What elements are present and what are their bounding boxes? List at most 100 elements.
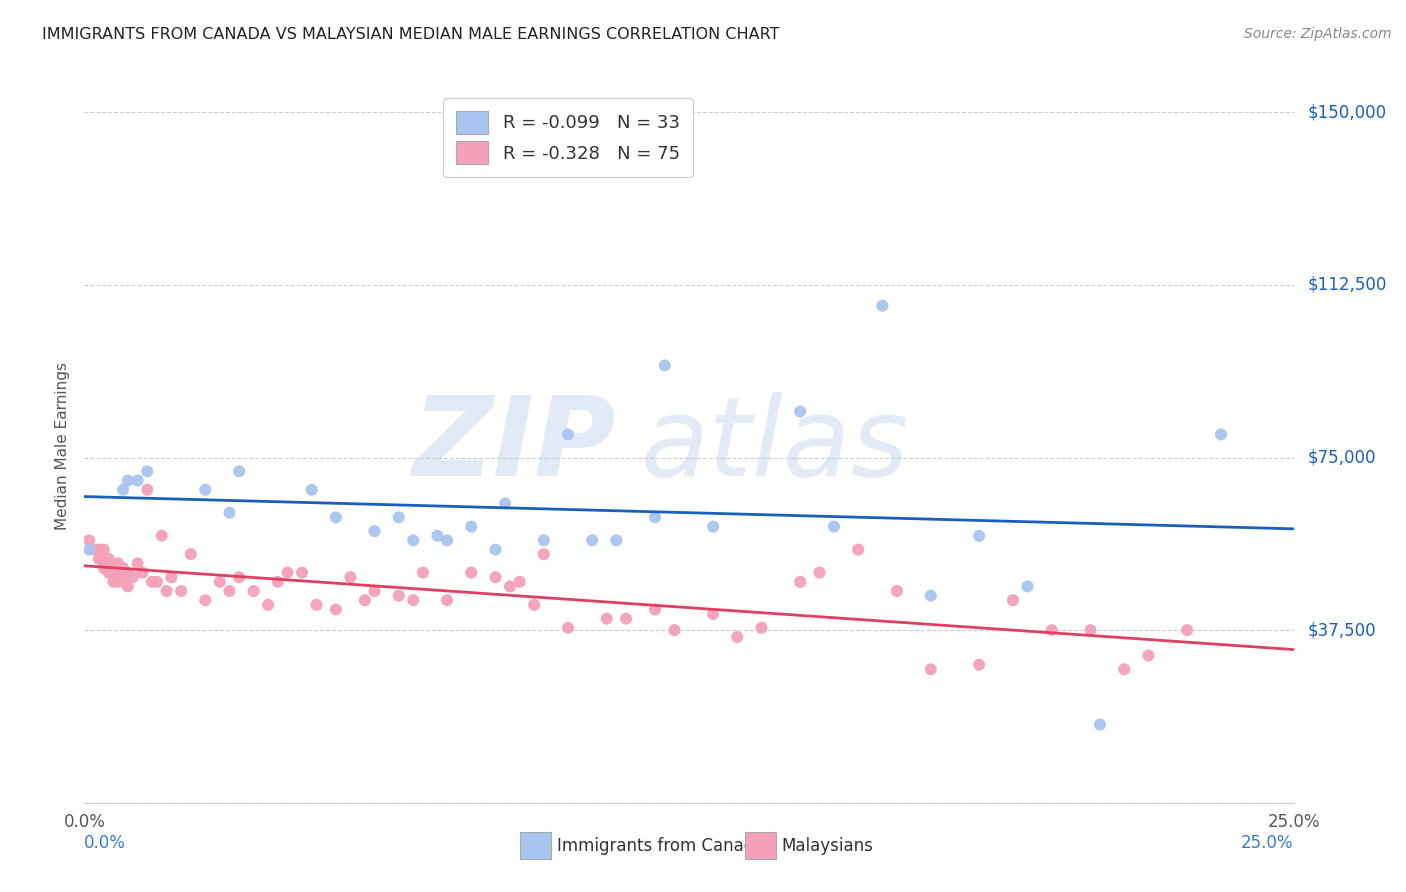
Point: [725, 630, 748, 644]
Point: [920, 589, 942, 603]
Point: [155, 584, 177, 599]
Point: [557, 427, 579, 442]
Point: [301, 483, 323, 497]
Point: [967, 529, 990, 543]
Point: [751, 621, 773, 635]
Point: [276, 566, 298, 580]
Point: [605, 533, 627, 548]
Y-axis label: Median Male Earnings: Median Male Earnings: [55, 362, 70, 530]
Point: [218, 584, 240, 599]
Text: 25.0%: 25.0%: [1241, 834, 1294, 852]
Point: [363, 584, 385, 599]
Point: [77, 542, 100, 557]
Point: [93, 542, 115, 557]
Point: [208, 574, 231, 589]
Point: [1114, 662, 1136, 676]
Point: [460, 519, 482, 533]
Point: [127, 557, 149, 571]
Point: [107, 574, 129, 589]
Point: [499, 579, 522, 593]
Point: [228, 570, 250, 584]
Point: [1040, 623, 1063, 637]
Point: [228, 464, 250, 478]
Point: [242, 584, 264, 599]
Point: [808, 566, 831, 580]
Point: [436, 593, 458, 607]
Point: [117, 579, 139, 593]
Point: [1001, 593, 1024, 607]
Text: Malaysians: Malaysians: [782, 837, 873, 855]
Point: [1137, 648, 1160, 663]
Text: $75,000: $75,000: [1308, 449, 1376, 467]
Legend: R = -0.099   N = 33, R = -0.328   N = 75: R = -0.099 N = 33, R = -0.328 N = 75: [443, 98, 693, 178]
Point: [87, 551, 110, 566]
Point: [789, 404, 811, 418]
Point: [305, 598, 328, 612]
Text: atlas: atlas: [641, 392, 910, 500]
Point: [87, 542, 110, 557]
Point: [920, 662, 942, 676]
Point: [218, 506, 240, 520]
Point: [654, 359, 676, 373]
Point: [325, 602, 347, 616]
Point: [664, 623, 686, 637]
Point: [257, 598, 280, 612]
Point: [886, 584, 908, 599]
Point: [967, 657, 990, 672]
Point: [484, 542, 506, 557]
Point: [267, 574, 290, 589]
Point: [402, 533, 425, 548]
Point: [402, 593, 425, 607]
Point: [97, 561, 120, 575]
Point: [112, 483, 135, 497]
Point: [1209, 427, 1232, 442]
Point: [97, 551, 120, 566]
Point: [354, 593, 377, 607]
Point: [789, 574, 811, 589]
Point: [107, 557, 129, 571]
Point: [494, 497, 516, 511]
Point: [388, 589, 411, 603]
Point: [136, 464, 159, 478]
Point: [121, 570, 143, 584]
Point: [484, 570, 506, 584]
Point: [702, 519, 724, 533]
Point: [127, 474, 149, 488]
Point: [93, 557, 115, 571]
Point: [581, 533, 603, 548]
Point: [1088, 717, 1111, 731]
Point: [107, 566, 129, 580]
Text: Source: ZipAtlas.com: Source: ZipAtlas.com: [1244, 27, 1392, 41]
Point: [1175, 623, 1198, 637]
Point: [523, 598, 546, 612]
Point: [83, 542, 105, 557]
Point: [644, 602, 666, 616]
Point: [180, 547, 202, 561]
Point: [363, 524, 385, 538]
Point: [136, 483, 159, 497]
Point: [112, 561, 135, 575]
Point: [93, 561, 115, 575]
Point: [509, 574, 531, 589]
Text: $112,500: $112,500: [1308, 276, 1386, 293]
Point: [557, 621, 579, 635]
Point: [103, 566, 125, 580]
Point: [339, 570, 361, 584]
Point: [117, 474, 139, 488]
Point: [170, 584, 193, 599]
Point: [412, 566, 434, 580]
Text: $150,000: $150,000: [1308, 103, 1386, 121]
Point: [872, 299, 894, 313]
Point: [150, 529, 173, 543]
Point: [596, 612, 619, 626]
Text: 0.0%: 0.0%: [84, 834, 127, 852]
Point: [846, 542, 869, 557]
Point: [194, 593, 217, 607]
Point: [533, 533, 555, 548]
Point: [146, 574, 169, 589]
Point: [436, 533, 458, 548]
Text: IMMIGRANTS FROM CANADA VS MALAYSIAN MEDIAN MALE EARNINGS CORRELATION CHART: IMMIGRANTS FROM CANADA VS MALAYSIAN MEDI…: [42, 27, 780, 42]
Point: [117, 566, 139, 580]
Point: [131, 566, 153, 580]
Text: ZIP: ZIP: [413, 392, 616, 500]
